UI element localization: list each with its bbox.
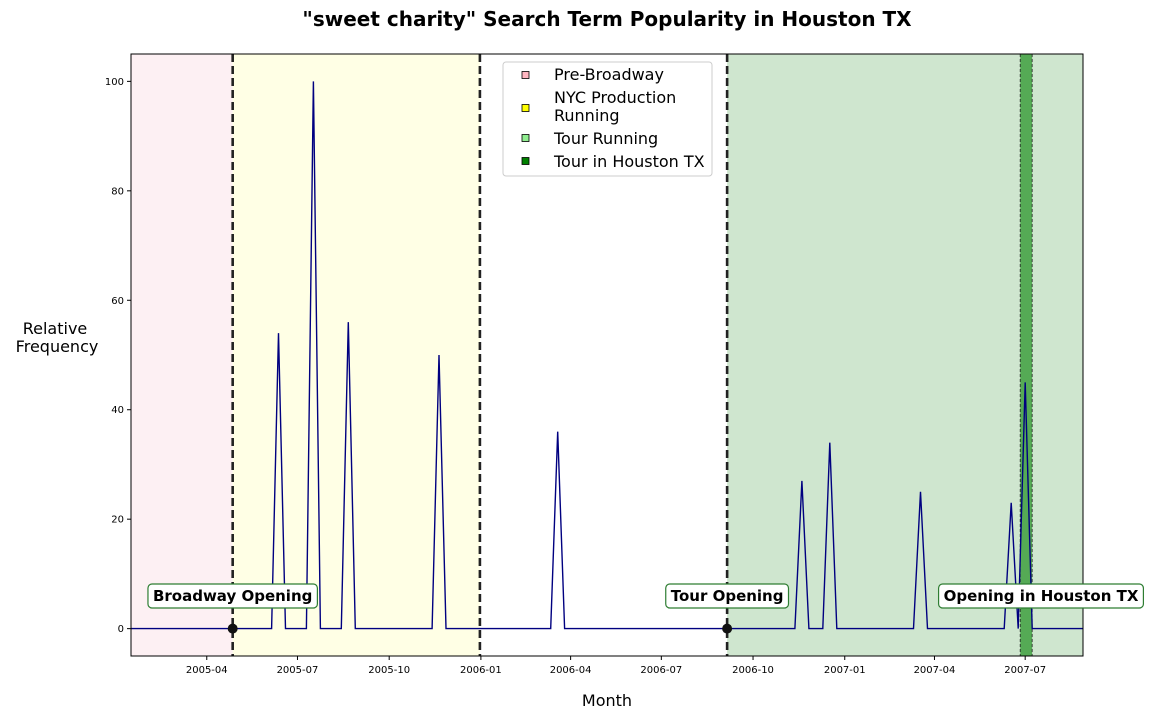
legend-label-3: Tour in Houston TX — [553, 152, 705, 171]
legend-label-1-line-0: NYC Production — [554, 88, 676, 107]
x-tick-label-1: 2005-07 — [277, 665, 319, 676]
legend-swatch-2 — [522, 135, 529, 142]
legend-swatch-1 — [522, 105, 529, 112]
x-tick-label-3: 2006-01 — [460, 665, 502, 676]
legend-label-0: Pre-Broadway — [554, 65, 664, 84]
shaded-region-1 — [233, 54, 480, 656]
annotation-0: Broadway Opening — [148, 584, 317, 608]
x-tick-label-0: 2005-04 — [186, 665, 228, 676]
y-axis-label-line-2: Frequency — [16, 337, 99, 356]
x-axis-label: Month — [582, 691, 632, 710]
annotation-label-1: Tour Opening — [671, 587, 784, 605]
legend-label-1-line-1: Running — [554, 106, 620, 125]
annotation-label-0: Broadway Opening — [153, 587, 312, 605]
y-tick-label-0: 0 — [118, 624, 124, 635]
y-tick-label-5: 100 — [105, 77, 124, 88]
x-tick-label-2: 2005-10 — [368, 665, 410, 676]
x-tick-label-5: 2006-07 — [640, 665, 682, 676]
x-tick-label-7: 2007-01 — [824, 665, 866, 676]
milestone-marker-1 — [722, 624, 732, 634]
annotation-label-2: Opening in Houston TX — [944, 587, 1139, 605]
x-tick-label-6: 2006-10 — [732, 665, 774, 676]
y-tick-label-3: 60 — [111, 296, 124, 307]
y-axis-label-line-1: Relative — [23, 319, 88, 338]
y-tick-label-1: 20 — [111, 515, 124, 526]
legend-swatch-3 — [522, 158, 529, 165]
annotation-2: Opening in Houston TX — [939, 584, 1144, 608]
y-tick-label-4: 80 — [111, 186, 124, 197]
legend-swatch-0 — [522, 72, 529, 79]
shaded-region-0 — [131, 54, 233, 656]
x-tick-label-9: 2007-07 — [1004, 665, 1046, 676]
milestone-marker-0 — [228, 624, 238, 634]
y-tick-label-2: 40 — [111, 405, 124, 416]
annotation-1: Tour Opening — [666, 584, 789, 608]
chart-title: "sweet charity" Search Term Popularity i… — [302, 7, 912, 31]
x-tick-label-8: 2007-04 — [914, 665, 956, 676]
legend-label-2: Tour Running — [553, 129, 658, 148]
x-tick-label-4: 2006-04 — [550, 665, 592, 676]
milestone-annotations: Broadway Opening Tour Opening Opening in H… — [148, 584, 1143, 608]
